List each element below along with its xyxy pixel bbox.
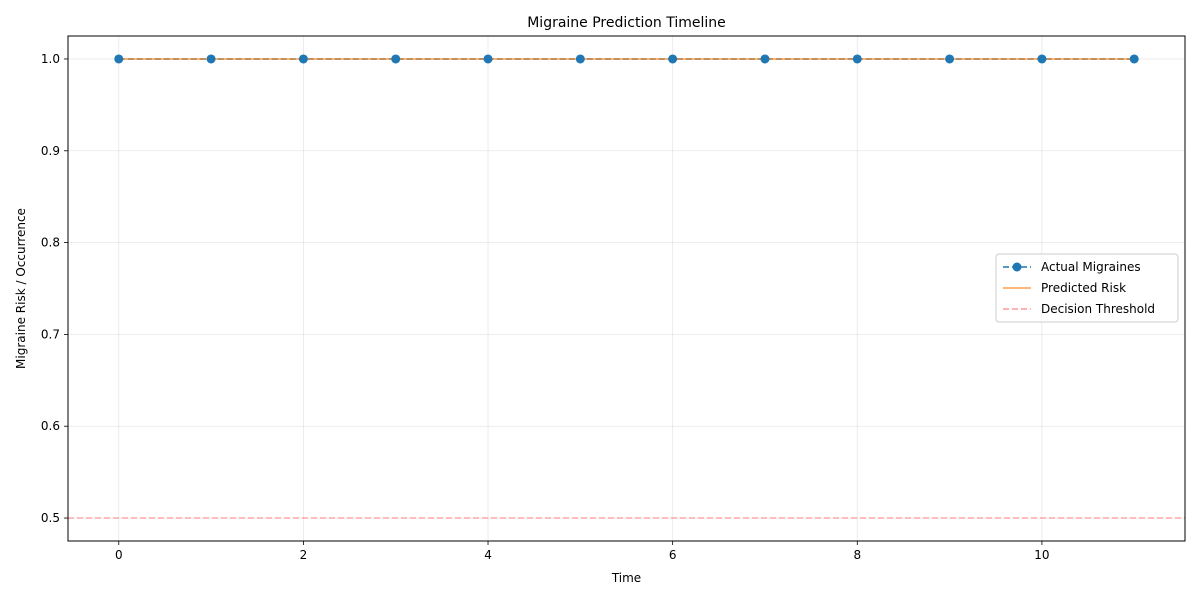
data-point-actual-migraines: [391, 54, 401, 64]
data-point-actual-migraines: [1129, 54, 1139, 64]
x-tick-label: 0: [115, 548, 123, 562]
x-tick-label: 4: [484, 548, 492, 562]
y-tick-label: 0.9: [41, 144, 60, 158]
data-point-actual-migraines: [668, 54, 678, 64]
y-tick-label: 0.8: [41, 236, 60, 250]
y-tick-label: 0.7: [41, 327, 60, 341]
legend-label-decision-threshold: Decision Threshold: [1041, 302, 1155, 316]
y-axis-title: Migraine Risk / Occurrence: [14, 208, 28, 369]
y-tick-label: 0.6: [41, 419, 60, 433]
x-tick-label: 10: [1034, 548, 1049, 562]
data-point-actual-migraines: [1037, 54, 1047, 64]
data-point-actual-migraines: [206, 54, 216, 64]
legend-box: [995, 253, 1179, 323]
data-point-actual-migraines: [575, 54, 585, 64]
legend-marker-actual-migraines: [1012, 262, 1022, 272]
y-tick-label: 1.0: [41, 52, 60, 66]
series-layer: [114, 54, 1139, 64]
data-point-actual-migraines: [945, 54, 955, 64]
x-axis-title: Time: [611, 571, 641, 585]
y-tick-label: 0.5: [41, 511, 60, 525]
legend: Actual Migraines Predicted Risk Decision…: [995, 253, 1179, 323]
data-point-actual-migraines: [114, 54, 124, 64]
x-tick-label: 8: [853, 548, 861, 562]
ticks: 0 2 4 6 8 10 0.5 0.6 0.7 0.8 0.9 1.0: [41, 52, 1050, 562]
data-point-actual-migraines: [852, 54, 862, 64]
plot-frame: [67, 35, 1186, 542]
x-tick-label: 2: [300, 548, 308, 562]
data-point-actual-migraines: [483, 54, 493, 64]
chart-title: Migraine Prediction Timeline: [527, 15, 726, 31]
legend-label-actual-migraines: Actual Migraines: [1041, 260, 1141, 274]
x-tick-label: 6: [669, 548, 677, 562]
data-point-actual-migraines: [298, 54, 308, 64]
data-point-actual-migraines: [760, 54, 770, 64]
legend-label-predicted-risk: Predicted Risk: [1041, 281, 1126, 295]
